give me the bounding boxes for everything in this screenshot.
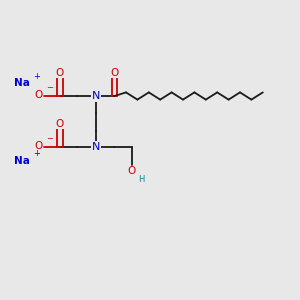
- Text: Na: Na: [14, 155, 30, 166]
- Text: O: O: [34, 140, 43, 151]
- Text: H: H: [139, 175, 145, 184]
- Text: −: −: [46, 134, 54, 143]
- Text: N: N: [92, 142, 100, 152]
- Text: O: O: [34, 89, 43, 100]
- Text: +: +: [34, 72, 40, 81]
- Text: −: −: [46, 83, 54, 92]
- Text: N: N: [92, 91, 100, 101]
- Text: O: O: [128, 167, 136, 176]
- Text: O: O: [110, 68, 119, 78]
- Text: Na: Na: [14, 78, 30, 88]
- Text: O: O: [56, 118, 64, 129]
- Text: +: +: [34, 149, 40, 158]
- Text: O: O: [56, 68, 64, 78]
